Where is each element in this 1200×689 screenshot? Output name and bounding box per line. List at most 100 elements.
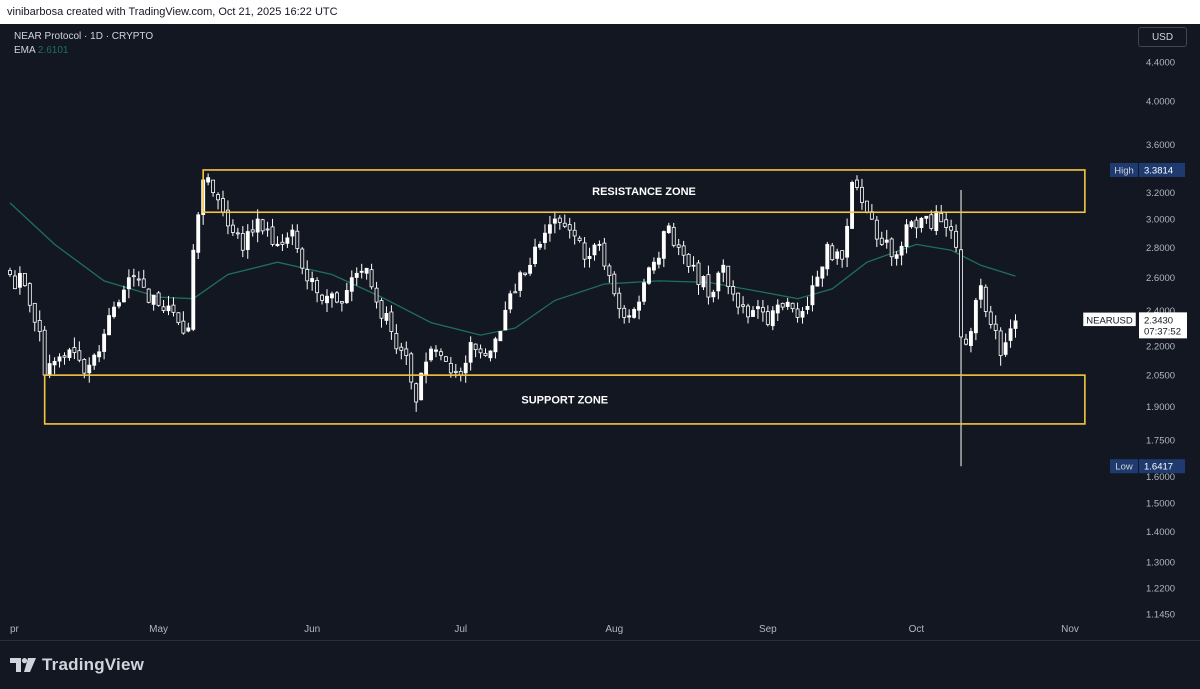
candle-up — [52, 360, 57, 366]
price-tick-label: 2.8000 — [1146, 243, 1175, 254]
candle-down — [27, 283, 32, 306]
candle-up — [721, 264, 726, 273]
symbol-tag-bg — [1082, 312, 1137, 327]
candle-down — [77, 350, 82, 361]
candle-down — [983, 286, 988, 312]
support-zone-box[interactable] — [43, 374, 1086, 425]
time-axis[interactable]: pr May Jun Jul Aug Sep Oct Nov — [10, 624, 1079, 635]
candle-down — [295, 230, 300, 249]
candle-down — [889, 238, 894, 258]
candle-down — [305, 269, 310, 282]
candle-down — [443, 356, 448, 362]
candle-down — [82, 359, 87, 374]
price-tick-label: 1.1450 — [1146, 609, 1175, 620]
candle-up — [973, 300, 978, 334]
candle-down — [211, 179, 216, 193]
price-tick-label: 3.0000 — [1146, 215, 1175, 226]
candle-up — [894, 254, 899, 259]
candle-down — [874, 219, 879, 240]
support-zone-label: SUPPORT ZONE — [521, 395, 608, 407]
candle-up — [47, 363, 52, 375]
candle-up — [151, 294, 156, 305]
price-chart[interactable]: RESISTANCE ZONE SUPPORT ZONE 4.4000 4.0000… — [0, 24, 1200, 640]
ema-value: 2.6101 — [37, 45, 69, 56]
candle-up — [503, 309, 508, 331]
price-tick-label: 1.5000 — [1146, 499, 1175, 510]
candle-down — [260, 219, 265, 232]
candle-up — [785, 301, 790, 307]
candle-up — [285, 237, 290, 244]
price-tick-label: 2.2000 — [1146, 342, 1175, 353]
legend-ema: EMA 2.6101 — [14, 45, 69, 56]
candle-up — [756, 306, 760, 310]
candle-down — [949, 226, 954, 231]
candle-down — [855, 179, 859, 188]
candle-down — [176, 312, 181, 324]
candle-down — [741, 304, 746, 307]
currency-button[interactable]: USD — [1138, 27, 1187, 47]
tradingview-logo[interactable]: TradingView — [10, 655, 144, 675]
low-marker-caption: Low — [1115, 462, 1133, 473]
price-axis[interactable]: 4.4000 4.0000 3.6000 3.2000 3.0000 2.8000 2.60… — [1146, 58, 1175, 621]
candle-down — [32, 302, 37, 323]
time-tick-label: May — [149, 624, 168, 635]
candle-down — [300, 248, 305, 269]
candle-up — [597, 243, 602, 246]
candle-up — [587, 255, 592, 259]
candle-down — [181, 320, 186, 334]
price-tick-label: 1.6000 — [1146, 472, 1175, 483]
time-tick-label: pr — [10, 624, 20, 635]
candle-down — [374, 287, 379, 303]
candle-down — [736, 292, 741, 308]
candle-up — [310, 278, 315, 283]
price-tick-label: 1.2200 — [1146, 583, 1175, 594]
candle-up — [325, 295, 329, 304]
candle-down — [280, 241, 285, 245]
candle-up — [810, 285, 815, 306]
candle-up — [934, 211, 939, 231]
candle-up — [434, 349, 438, 352]
candle-down — [998, 330, 1003, 357]
candle-up — [552, 218, 557, 224]
candle-up — [924, 215, 929, 219]
candle-up — [17, 273, 22, 288]
candle-up — [498, 331, 503, 342]
resistance-zone-box[interactable] — [202, 169, 1086, 214]
candle-down — [235, 232, 240, 235]
zone-layer: RESISTANCE ZONE SUPPORT ZONE — [43, 169, 1086, 425]
candle-up — [825, 243, 830, 270]
candle-up — [359, 270, 364, 273]
ema-line — [9, 202, 1016, 336]
candle-up — [775, 304, 780, 314]
candle-up — [651, 261, 656, 271]
candle-up — [206, 177, 211, 183]
candle-down — [726, 265, 731, 287]
candle-up — [691, 264, 696, 267]
candle-down — [131, 275, 136, 278]
candle-up — [820, 266, 825, 279]
candle-down — [339, 301, 344, 304]
low-marker-caption-bg — [1110, 459, 1138, 474]
candle-down — [706, 274, 711, 298]
candle-up — [344, 290, 349, 304]
price-tick-label: 3.2000 — [1146, 188, 1175, 199]
candle-up — [364, 267, 369, 274]
candle-down — [478, 348, 483, 354]
candle-down — [557, 217, 562, 223]
candle-up — [424, 361, 429, 375]
candle-up — [384, 313, 389, 321]
candle-up — [121, 289, 126, 303]
high-marker: High 3.3814 — [1110, 162, 1185, 177]
candle-up — [884, 239, 889, 243]
candle-down — [840, 250, 845, 260]
candle-down — [681, 245, 686, 256]
candle-down — [156, 292, 161, 306]
candle-down — [671, 226, 676, 246]
candle-layer — [8, 169, 1018, 467]
price-tick-label: 3.6000 — [1146, 140, 1175, 151]
plot-background — [0, 24, 1200, 640]
price-tick-label: 4.0000 — [1146, 97, 1175, 108]
candle-up — [67, 349, 72, 359]
candle-down — [988, 311, 993, 325]
